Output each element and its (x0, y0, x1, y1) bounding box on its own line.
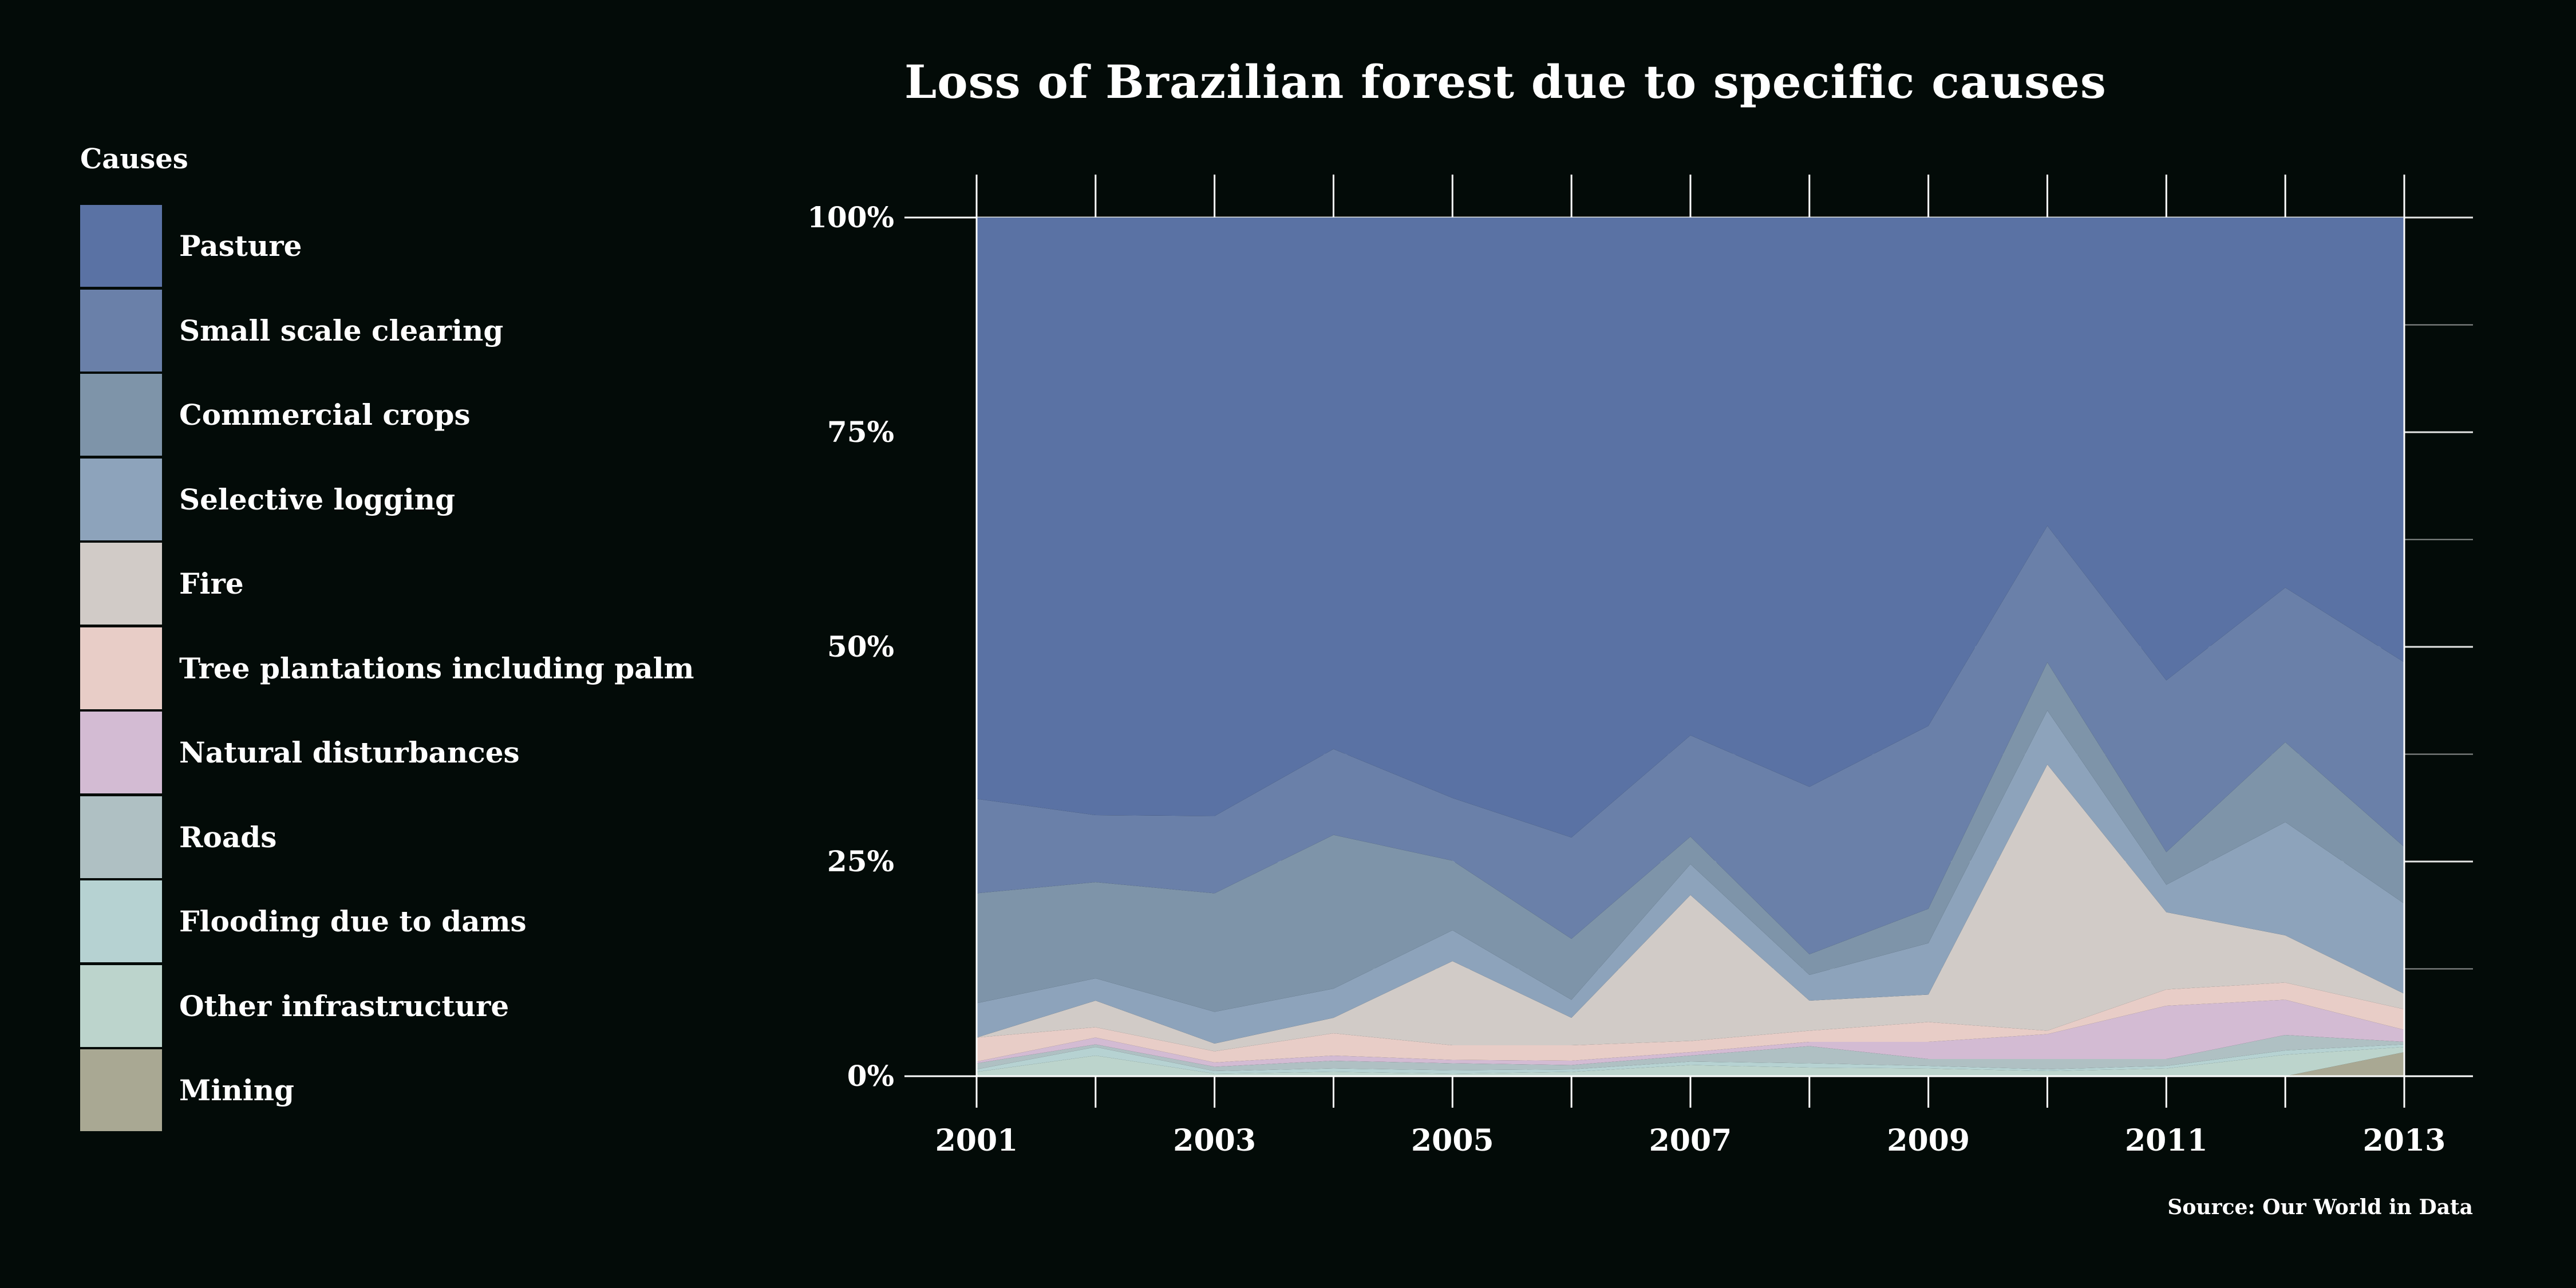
legend-item-natural-disturbances: Natural disturbances (80, 710, 694, 795)
legend-item-small-scale-clearing: Small scale clearing (80, 289, 694, 373)
legend-item-tree-plantations-including-palm: Tree plantations including palm (80, 626, 694, 711)
y-tick-label: 50% (827, 630, 894, 663)
area-pasture (977, 218, 2404, 837)
legend-label: Mining (179, 1073, 295, 1108)
legend-label: Small scale clearing (179, 313, 504, 347)
legend-item-pasture: Pasture (80, 204, 694, 289)
area-series (977, 218, 2404, 1076)
legend-label: Flooding due to dams (179, 904, 527, 939)
legend-swatch (80, 627, 162, 709)
area-commercial-crops (977, 662, 2404, 1012)
y-tick-label: 25% (827, 844, 894, 878)
legend-item-selective-logging: Selective logging (80, 457, 694, 542)
legend: Causes Pasture Small scale clearing Commer… (80, 143, 694, 1133)
area-selective-logging (977, 710, 2404, 1044)
legend-title: Causes (80, 143, 188, 175)
x-tick-label: 2005 (1411, 1123, 1494, 1158)
y-tick-label: 75% (827, 415, 894, 449)
x-tick-labels: 2001 2003 2005 2007 2009 2011 2013 (935, 1123, 2446, 1158)
area-tree-plantations-including-palm (977, 982, 2404, 1062)
axes (904, 175, 2473, 1108)
legend-swatch (80, 458, 162, 540)
x-tick-label: 2011 (2125, 1123, 2208, 1158)
legend-label: Pasture (179, 229, 302, 263)
x-tick-label: 2013 (2363, 1123, 2446, 1158)
legend-items: Pasture Small scale clearing Commercial cr… (80, 204, 694, 1133)
legend-swatch (80, 796, 162, 878)
x-tick-label: 2001 (935, 1123, 1018, 1158)
legend-label: Tree plantations including palm (179, 651, 694, 685)
y-tick-label: 100% (807, 200, 894, 234)
x-tick-label: 2009 (1887, 1123, 1970, 1158)
x-tick-label: 2003 (1173, 1123, 1256, 1158)
legend-label: Commercial crops (179, 398, 471, 432)
area-roads (977, 1035, 2404, 1071)
legend-item-mining: Mining (80, 1048, 694, 1133)
legend-swatch (80, 880, 162, 963)
chart-title: Loss of Brazilian forest due to specific… (904, 55, 2107, 109)
legend-swatch (80, 289, 162, 372)
legend-item-other-infrastructure: Other infrastructure (80, 964, 694, 1049)
area-other-infrastructure (977, 1047, 2404, 1076)
legend-swatch (80, 374, 162, 456)
legend-label: Selective logging (179, 482, 456, 516)
legend-item-roads: Roads (80, 795, 694, 880)
legend-label: Fire (179, 567, 244, 601)
area-natural-disturbances (977, 999, 2404, 1067)
legend-swatch (80, 205, 162, 287)
legend-label: Other infrastructure (179, 989, 509, 1023)
x-tick-label: 2007 (1649, 1123, 1732, 1158)
y-tick-labels: 0% 25% 50% 75% 100% (807, 200, 894, 1093)
legend-item-flooding-due-to-dams: Flooding due to dams (80, 879, 694, 964)
legend-label: Natural disturbances (179, 736, 520, 770)
legend-swatch (80, 712, 162, 794)
legend-label: Roads (179, 820, 277, 854)
y-tick-label: 0% (847, 1059, 894, 1093)
area-fire (977, 764, 2404, 1052)
legend-swatch (80, 1049, 162, 1132)
legend-swatch (80, 965, 162, 1047)
legend-swatch (80, 543, 162, 625)
legend-item-commercial-crops: Commercial crops (80, 373, 694, 457)
source-note: Source: Our World in Data (2167, 1195, 2473, 1219)
area-small-scale-clearing (977, 526, 2404, 954)
legend-item-fire: Fire (80, 542, 694, 626)
